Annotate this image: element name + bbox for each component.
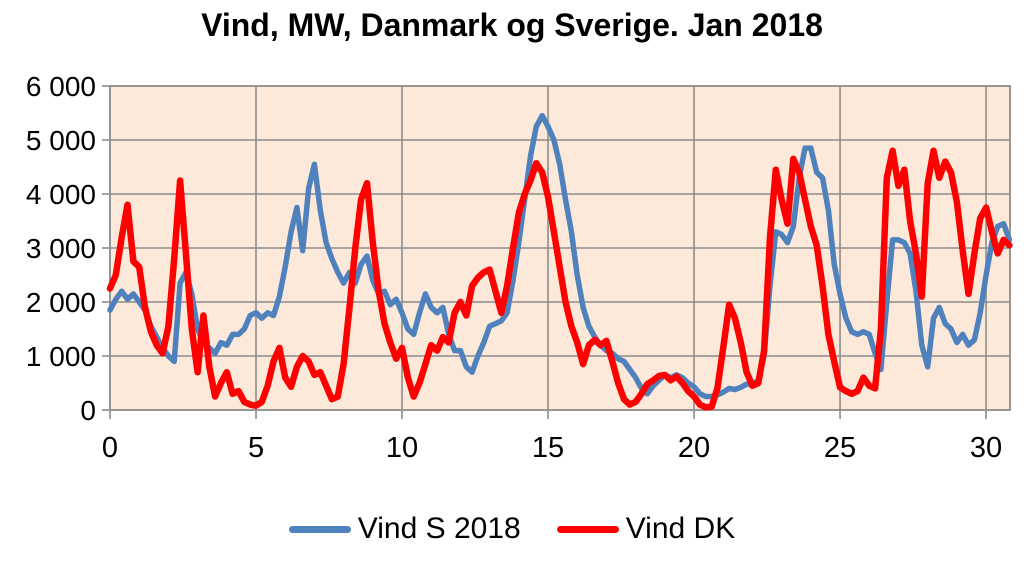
legend-item-vind-s-2018: Vind S 2018 bbox=[288, 512, 521, 546]
legend: Vind S 2018 Vind DK bbox=[0, 505, 1024, 553]
chart-title: Vind, MW, Danmark og Sverige. Jan 2018 bbox=[201, 7, 823, 43]
plot-area: 0 1 000 2 000 3 000 4 000 5 000 6 000 0 5 10 15 20 2… bbox=[26, 71, 1013, 464]
x-tick-label: 10 bbox=[386, 432, 418, 464]
legend-line-swatch-blue bbox=[288, 525, 351, 533]
series-line-vind-s-2018 bbox=[107, 112, 1013, 400]
x-tick-label: 20 bbox=[678, 432, 710, 464]
x-tick-label: 15 bbox=[532, 432, 564, 464]
y-tick-label: 4 000 bbox=[26, 179, 96, 210]
y-tick-label: 5 000 bbox=[26, 125, 96, 156]
legend-item-vind-dk: Vind DK bbox=[556, 512, 736, 546]
y-tick-label: 3 000 bbox=[26, 233, 96, 264]
legend-label-vind-s-2018: Vind S 2018 bbox=[357, 512, 521, 545]
legend-label-vind-dk: Vind DK bbox=[625, 512, 736, 545]
x-tick-label: 5 bbox=[248, 432, 264, 464]
x-tick-label: 25 bbox=[824, 432, 856, 464]
y-tick-label: 2 000 bbox=[26, 287, 96, 318]
y-tick-label: 0 bbox=[80, 395, 96, 426]
x-tick-label: 30 bbox=[970, 432, 1002, 464]
legend-line-swatch-red bbox=[556, 525, 619, 533]
y-tick-label: 6 000 bbox=[26, 71, 96, 102]
x-tick-label: 0 bbox=[102, 432, 118, 464]
y-tick-label: 1 000 bbox=[26, 341, 96, 372]
series-line-vind-dk bbox=[106, 147, 1013, 411]
